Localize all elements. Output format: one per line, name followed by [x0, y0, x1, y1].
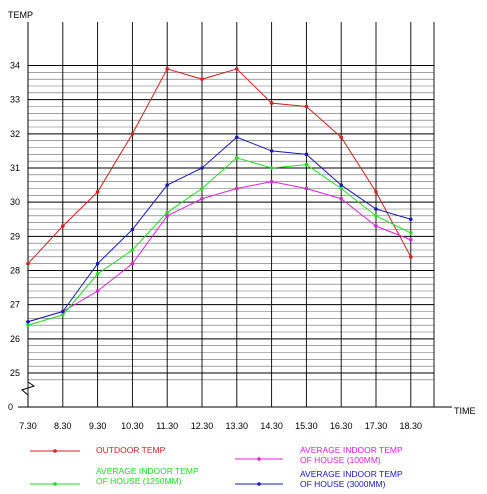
- data-point: [374, 224, 378, 228]
- data-point: [165, 183, 169, 187]
- data-point: [165, 210, 169, 215]
- x-tick-label: 17.30: [365, 421, 388, 431]
- x-tick-label: 9.30: [89, 421, 107, 431]
- data-point: [269, 166, 274, 170]
- x-tick-label: 13.30: [226, 421, 249, 431]
- x-tick-label: 15.30: [295, 421, 318, 431]
- legend-label: OF HOUSE (3000MM): [300, 479, 386, 489]
- data-point: [339, 196, 344, 201]
- x-tick-label: 12.30: [191, 421, 214, 431]
- y-tick-label: 25: [10, 368, 20, 378]
- data-point: [200, 166, 204, 170]
- data-point: [304, 104, 309, 109]
- y-tick-label-zero: 0: [8, 402, 13, 412]
- data-point: [374, 207, 378, 211]
- y-axis-title: TEMP: [8, 10, 33, 20]
- data-point: [95, 261, 100, 266]
- data-point: [61, 313, 65, 317]
- data-point: [235, 67, 239, 71]
- series-line: [27, 181, 411, 323]
- x-tick-label: 8.30: [54, 421, 72, 431]
- legend-label: AVERAGE INDOOR TEMP: [96, 466, 199, 476]
- x-tick-label: 10.30: [121, 421, 144, 431]
- legend-label: AVERAGE INDOOR TEMP: [300, 445, 403, 455]
- y-tick-label: 32: [10, 129, 20, 139]
- chart-grid: [27, 22, 435, 407]
- data-point: [61, 224, 65, 228]
- data-point: [165, 214, 169, 218]
- x-axis-title: TIME: [454, 406, 476, 416]
- data-point: [374, 214, 378, 218]
- data-point: [339, 183, 344, 187]
- chart-tick-labels: 25 26 27 28 29 30 31 32 33 34 0 7.30 8.30 9.30 10.30 11…: [8, 61, 422, 432]
- data-point: [130, 132, 135, 136]
- data-point: [95, 289, 100, 293]
- data-point: [200, 186, 204, 191]
- legend-label: OF HOUSE (100MM): [300, 455, 381, 465]
- data-point: [409, 231, 413, 235]
- data-point: [235, 186, 239, 191]
- series-line: [27, 136, 411, 323]
- x-tick-label: 16.30: [330, 421, 353, 431]
- x-tick-label: 11.30: [156, 421, 178, 431]
- y-tick-label: 27: [10, 300, 20, 310]
- data-point: [61, 309, 65, 314]
- data-point: [235, 135, 239, 140]
- data-point: [95, 190, 100, 194]
- y-tick-label: 28: [10, 266, 20, 276]
- legend-swatch-marker: [53, 482, 57, 486]
- data-point: [269, 179, 274, 184]
- data-point: [200, 77, 204, 81]
- x-tick-label: 7.30: [19, 421, 37, 431]
- data-point: [26, 261, 30, 266]
- series-line: [27, 68, 412, 265]
- y-tick-label: 33: [10, 95, 20, 105]
- legend-label: OF HOUSE (1250MM): [96, 476, 182, 486]
- legend-swatch-marker: [53, 449, 57, 453]
- chart-series: [26, 67, 413, 327]
- data-point: [304, 152, 309, 157]
- data-point: [409, 217, 413, 222]
- data-point: [339, 186, 344, 191]
- data-point: [304, 162, 309, 167]
- data-point: [304, 186, 309, 191]
- data-point: [269, 101, 274, 105]
- x-tick-label: 18.30: [400, 421, 423, 431]
- data-point: [26, 319, 30, 324]
- data-point: [200, 196, 204, 201]
- series-line: [27, 157, 412, 326]
- legend-label: AVERAGE INDOOR TEMP: [300, 469, 403, 479]
- data-point: [409, 255, 413, 259]
- data-point: [165, 67, 169, 71]
- y-tick-label: 30: [10, 197, 20, 207]
- data-point: [130, 261, 135, 266]
- data-point: [339, 135, 344, 140]
- chart-axes: [18, 22, 452, 408]
- data-point: [269, 149, 274, 153]
- y-tick-label: 34: [10, 61, 20, 71]
- data-point: [374, 190, 378, 194]
- data-point: [26, 323, 30, 327]
- y-tick-label: 26: [10, 334, 20, 344]
- y-axis-break: [20, 381, 36, 396]
- data-point: [130, 248, 135, 252]
- legend-swatch-marker: [257, 482, 261, 486]
- data-point: [409, 237, 413, 242]
- data-point: [130, 227, 135, 232]
- y-tick-label: 31: [10, 163, 20, 173]
- data-point: [95, 272, 100, 276]
- legend-swatch-marker: [257, 457, 261, 461]
- x-tick-label: 14.30: [260, 421, 283, 431]
- y-tick-label: 29: [10, 231, 20, 241]
- data-point: [235, 155, 239, 160]
- legend-label: OUTDOOR TEMP: [96, 445, 166, 455]
